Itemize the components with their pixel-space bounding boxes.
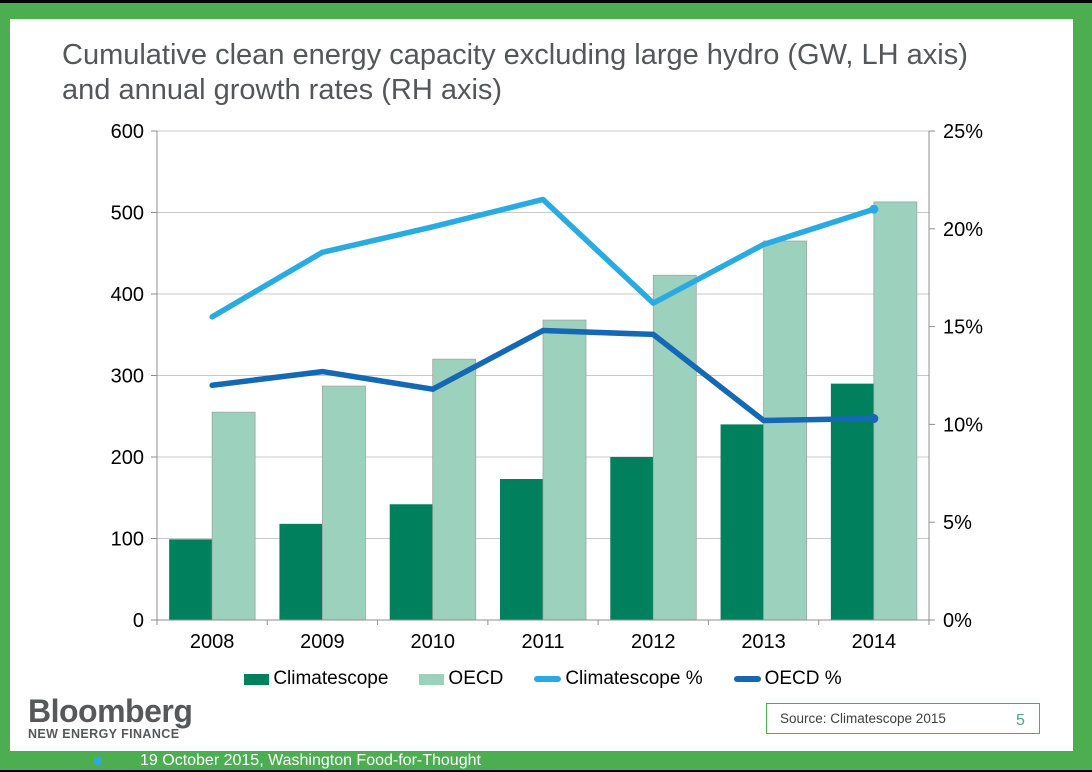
legend-item-oecd-pct: OECD % — [733, 668, 842, 690]
legend-label-oecd: OECD — [448, 668, 504, 689]
chart-legend: Climatescope OECD Climatescope % OECD % — [157, 664, 929, 694]
bloomberg-wordmark: Bloomberg — [28, 693, 193, 729]
legend-item-climatescope: Climatescope — [244, 668, 388, 690]
bloomberg-logo: Bloomberg NEW ENERGY FINANCE — [28, 693, 193, 742]
bullet-icon — [94, 756, 102, 765]
bottom-edge-line — [0, 770, 1092, 772]
source-box: Source: Climatescope 2015 — [766, 703, 1040, 734]
legend-label-oecd-pct: OECD % — [764, 668, 842, 689]
legend-item-oecd: OECD — [419, 668, 503, 690]
legend-label-climatescope-pct: Climatescope % — [565, 668, 703, 689]
legend-swatch-oecd-pct — [733, 676, 761, 682]
legend-swatch-oecd — [419, 673, 445, 685]
source-text: Source: Climatescope 2015 — [780, 711, 946, 726]
legend-item-climatescope-pct: Climatescope % — [534, 668, 703, 690]
legend-swatch-climatescope-pct — [534, 676, 562, 682]
bloomberg-nef-subtitle: NEW ENERGY FINANCE — [28, 727, 180, 742]
legend-label-climatescope: Climatescope — [273, 668, 389, 689]
footer-date-text: 19 October 2015, Washington Food-for-Tho… — [140, 751, 481, 769]
slide-background — [10, 19, 1073, 751]
legend-swatch-climatescope — [244, 673, 270, 685]
top-edge-line — [0, 0, 1092, 3]
page-title: Cumulative clean energy capacity excludi… — [62, 39, 968, 107]
page-number: 5 — [1016, 712, 1025, 729]
footer-strip: 19 October 2015, Washington Food-for-Tho… — [0, 751, 1092, 770]
